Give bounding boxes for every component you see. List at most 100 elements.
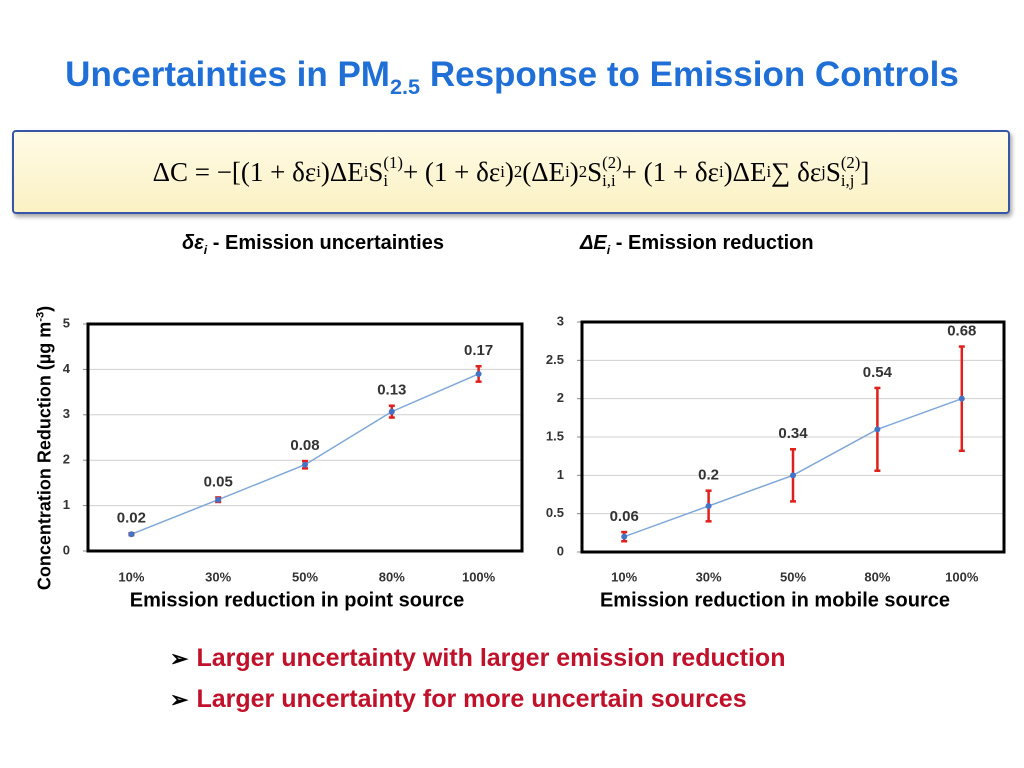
text-segment: Concentration Reduction (µg m bbox=[34, 321, 55, 591]
x-tick-label: 80% bbox=[864, 569, 890, 584]
data-label: 0.05 bbox=[204, 473, 233, 490]
text-segment: i,j bbox=[840, 171, 855, 190]
x-axis-title: Emission reduction in mobile source bbox=[600, 589, 950, 611]
y-tick-label: 1 bbox=[557, 467, 564, 482]
equation: ΔC = −[(1 + δε i)ΔE i S (1) i + (1 + δε i) 2 (Δ… bbox=[12, 130, 1010, 214]
x-tick-label: 30% bbox=[205, 569, 231, 584]
x-tick-label: 100% bbox=[945, 569, 979, 584]
text-segment: j bbox=[821, 162, 826, 181]
y-tick-label: 5 bbox=[63, 315, 70, 330]
script-stack: (2) i,i bbox=[602, 154, 622, 189]
y-tick-label: 2.5 bbox=[546, 352, 564, 367]
bullet-text: Larger uncertainty for more uncertain so… bbox=[196, 685, 747, 713]
bullet: ➢ Larger uncertainty for more uncertain s… bbox=[170, 685, 747, 714]
y-tick-label: 3 bbox=[557, 313, 564, 328]
text-segment: 2 bbox=[513, 162, 523, 181]
x-axis-title: Emission reduction in point source bbox=[130, 589, 464, 611]
text-segment: i bbox=[203, 243, 208, 257]
text-segment: i,i bbox=[602, 171, 616, 190]
x-tick-label: 30% bbox=[696, 569, 722, 584]
text-segment: Response to Emission Controls bbox=[420, 55, 959, 94]
plot-frame bbox=[86, 322, 524, 553]
data-point bbox=[475, 370, 482, 377]
y-tick-label: 3 bbox=[63, 406, 70, 421]
text-segment: i bbox=[316, 162, 321, 181]
data-point bbox=[388, 408, 395, 415]
x-tick-label: 50% bbox=[780, 569, 806, 584]
data-point bbox=[705, 503, 712, 509]
text-segment: (1) bbox=[383, 153, 403, 173]
data-label: 0.08 bbox=[290, 437, 319, 454]
plot-frame bbox=[580, 320, 1006, 554]
data-point bbox=[790, 472, 796, 479]
text-segment: S bbox=[825, 156, 841, 187]
bullet-marker: ➢ bbox=[170, 646, 189, 671]
text-segment: )ΔE bbox=[320, 156, 364, 187]
x-tick-label: 10% bbox=[611, 569, 637, 584]
data-point bbox=[874, 426, 881, 433]
data-point bbox=[128, 531, 135, 538]
text-segment: 2 bbox=[578, 162, 588, 181]
data-label: 0.06 bbox=[610, 508, 639, 525]
text-segment: - Emission reduction bbox=[610, 232, 814, 254]
text-segment: ) bbox=[504, 156, 514, 187]
text-segment: S bbox=[368, 156, 384, 187]
text-segment: i bbox=[363, 162, 369, 181]
data-label: 0.2 bbox=[698, 467, 719, 484]
y-tick-label: 2 bbox=[557, 390, 564, 405]
text-segment: i bbox=[606, 243, 611, 257]
bullet-text: Larger uncertainty with larger emission … bbox=[196, 644, 786, 672]
text-segment: (2) bbox=[840, 153, 861, 173]
text-segment: )ΔE bbox=[723, 156, 767, 187]
data-label: 0.34 bbox=[778, 425, 808, 442]
text-segment: (ΔE bbox=[522, 156, 566, 187]
text-segment: ∑ δε bbox=[771, 156, 822, 187]
text-segment: i bbox=[500, 162, 505, 181]
data-label: 0.02 bbox=[117, 509, 146, 526]
bullet: ➢ Larger uncertainty with larger emission… bbox=[170, 644, 785, 673]
text-segment: + (1 + δε bbox=[402, 156, 501, 187]
text-segment: - Emission uncertainties bbox=[207, 232, 444, 254]
text-segment: -3 bbox=[34, 311, 47, 322]
data-point bbox=[215, 496, 222, 503]
text-segment: (2) bbox=[602, 153, 622, 173]
x-tick-label: 80% bbox=[379, 569, 405, 584]
data-label: 0.17 bbox=[464, 342, 493, 359]
text-segment: Uncertainties in PM bbox=[65, 55, 390, 94]
data-point bbox=[958, 395, 965, 402]
y-tick-label: 1.5 bbox=[546, 428, 564, 443]
y-tick-label: 0.5 bbox=[546, 505, 564, 520]
legend-item: δεi - Emission uncertainties bbox=[182, 232, 444, 257]
y-tick-label: 4 bbox=[63, 361, 71, 376]
legend-item: ΔEi - Emission reduction bbox=[580, 232, 814, 257]
text-segment: ΔC = −[(1 + δε bbox=[152, 156, 317, 187]
y-axis-title: Concentration Reduction (µg m-3) bbox=[35, 306, 56, 590]
slide-title: Uncertainties in PM2.5 Response to Emiss… bbox=[0, 55, 1024, 100]
bullet-marker: ➢ bbox=[170, 687, 189, 712]
y-tick-label: 0 bbox=[63, 542, 70, 557]
text-segment: i bbox=[383, 171, 389, 190]
text-segment: ΔE bbox=[580, 232, 607, 254]
script-stack: (2) i,j bbox=[841, 154, 861, 189]
data-label: 0.68 bbox=[947, 323, 976, 340]
text-segment: i bbox=[766, 162, 772, 181]
text-segment: δε bbox=[182, 232, 204, 254]
y-tick-label: 0 bbox=[557, 543, 564, 558]
y-tick-label: 1 bbox=[63, 497, 70, 512]
x-tick-label: 10% bbox=[118, 569, 144, 584]
text-segment: i bbox=[718, 162, 724, 181]
text-segment: ] bbox=[860, 156, 870, 187]
data-point bbox=[621, 533, 628, 540]
text-segment: ) bbox=[34, 305, 55, 312]
text-segment: 2.5 bbox=[389, 74, 421, 99]
text-segment: i bbox=[565, 162, 570, 181]
x-tick-label: 50% bbox=[292, 569, 318, 584]
script-stack: (1) i bbox=[383, 154, 403, 189]
text-segment: + (1 + δε bbox=[621, 156, 719, 187]
data-point bbox=[302, 461, 308, 468]
text-segment: ) bbox=[569, 156, 579, 187]
text-segment: S bbox=[587, 156, 603, 187]
data-label: 0.13 bbox=[377, 382, 406, 399]
